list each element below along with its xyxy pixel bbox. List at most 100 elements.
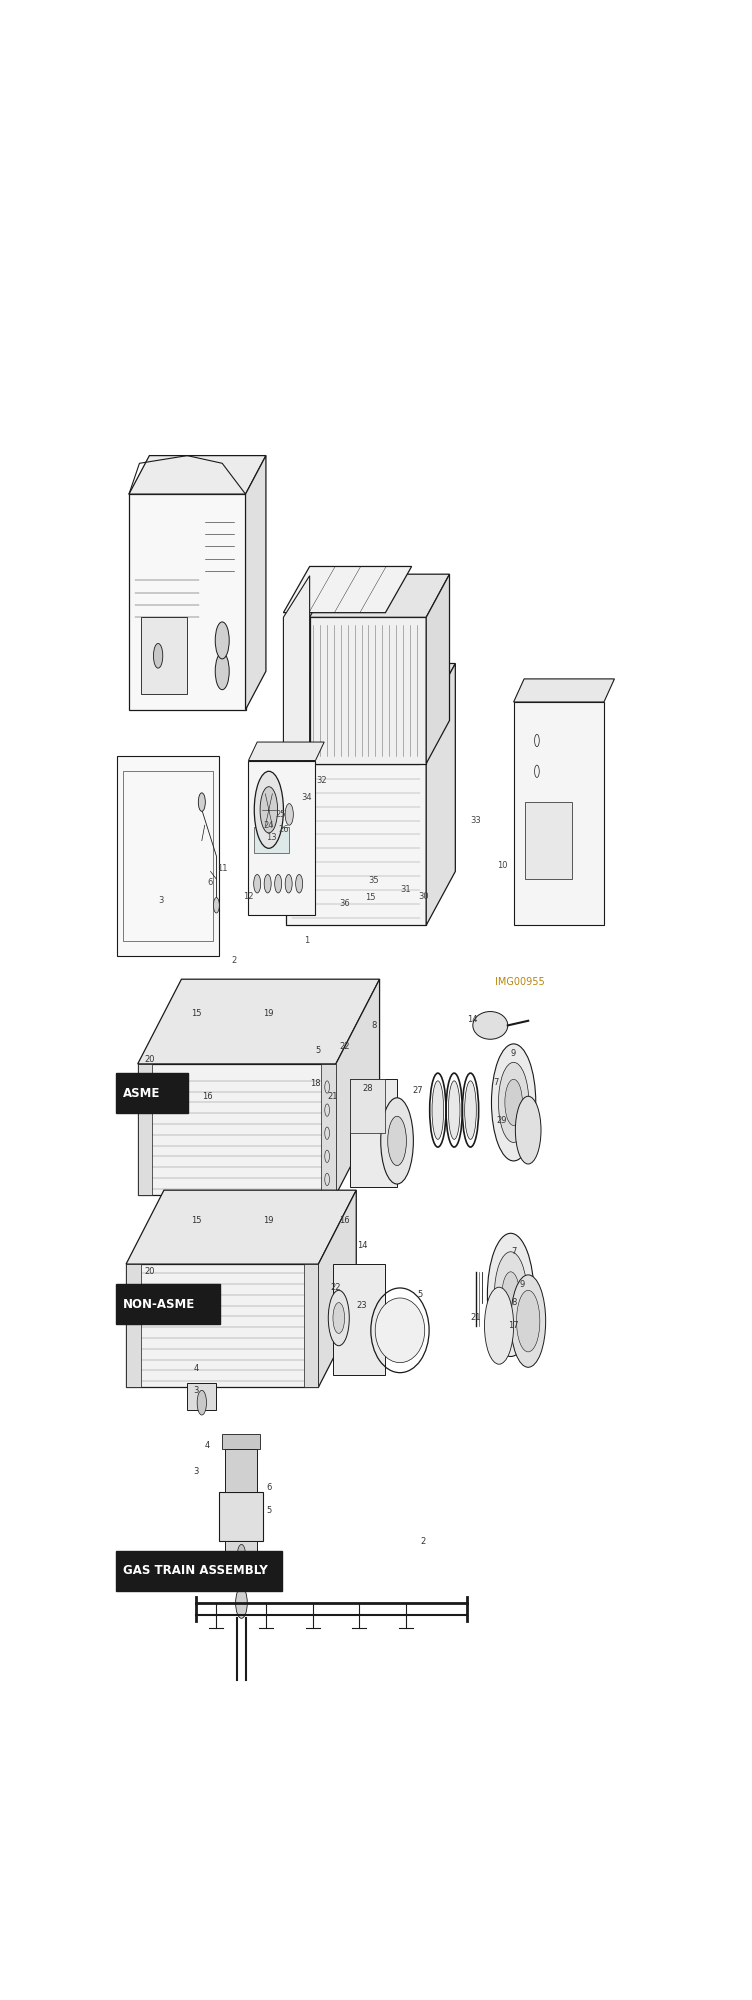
- FancyBboxPatch shape: [116, 1550, 282, 1590]
- Text: 32: 32: [316, 776, 326, 786]
- Text: 5: 5: [316, 1046, 321, 1054]
- Polygon shape: [514, 678, 614, 702]
- Text: 10: 10: [497, 860, 507, 870]
- Polygon shape: [321, 1064, 336, 1194]
- Circle shape: [499, 1062, 529, 1142]
- Ellipse shape: [448, 1080, 460, 1140]
- Text: 8: 8: [371, 1020, 377, 1030]
- Circle shape: [256, 804, 264, 826]
- Text: 16: 16: [202, 1092, 213, 1100]
- Text: 11: 11: [217, 864, 227, 872]
- Polygon shape: [284, 566, 411, 612]
- Polygon shape: [129, 456, 266, 494]
- Circle shape: [271, 804, 279, 826]
- Polygon shape: [318, 1190, 356, 1388]
- Polygon shape: [220, 1492, 263, 1542]
- Circle shape: [285, 804, 293, 826]
- Polygon shape: [248, 760, 316, 914]
- Text: 28: 28: [362, 1084, 373, 1094]
- Polygon shape: [333, 1264, 386, 1374]
- Circle shape: [511, 1274, 546, 1368]
- Circle shape: [388, 1116, 406, 1166]
- Circle shape: [238, 1544, 245, 1566]
- Polygon shape: [248, 742, 324, 760]
- Text: 24: 24: [264, 820, 274, 830]
- Ellipse shape: [465, 1080, 476, 1140]
- Text: 20: 20: [144, 1054, 155, 1064]
- Text: 23: 23: [356, 1302, 368, 1310]
- Text: 7: 7: [493, 1078, 499, 1086]
- Text: 9: 9: [520, 1280, 525, 1288]
- Polygon shape: [254, 826, 290, 852]
- Ellipse shape: [473, 1012, 508, 1040]
- Polygon shape: [525, 802, 572, 880]
- Text: 20: 20: [144, 1268, 155, 1276]
- Text: 3: 3: [193, 1468, 199, 1476]
- Polygon shape: [304, 1264, 318, 1388]
- Polygon shape: [129, 494, 245, 710]
- Polygon shape: [126, 1190, 356, 1264]
- Text: 13: 13: [266, 834, 277, 842]
- Polygon shape: [514, 702, 604, 926]
- Text: 6: 6: [266, 1482, 271, 1492]
- Circle shape: [494, 1252, 527, 1338]
- Text: 9: 9: [511, 1048, 516, 1058]
- Circle shape: [515, 1096, 541, 1164]
- Circle shape: [197, 1390, 207, 1416]
- Polygon shape: [117, 756, 220, 956]
- Text: 3: 3: [193, 1386, 199, 1394]
- Circle shape: [264, 874, 271, 892]
- Circle shape: [214, 898, 220, 912]
- Polygon shape: [225, 1448, 257, 1492]
- Text: 3: 3: [159, 896, 164, 906]
- Text: 15: 15: [191, 1216, 202, 1226]
- Polygon shape: [225, 1542, 257, 1570]
- Circle shape: [502, 1272, 520, 1318]
- Polygon shape: [138, 980, 380, 1064]
- Polygon shape: [126, 1264, 318, 1388]
- Text: GAS TRAIN ASSEMBLY: GAS TRAIN ASSEMBLY: [123, 1564, 268, 1578]
- Polygon shape: [138, 1064, 336, 1194]
- Text: 33: 33: [470, 816, 481, 826]
- Text: 1: 1: [304, 936, 309, 946]
- Circle shape: [329, 1290, 349, 1346]
- Circle shape: [215, 652, 229, 690]
- Text: 22: 22: [339, 1042, 350, 1052]
- Ellipse shape: [375, 1298, 425, 1362]
- Circle shape: [274, 874, 282, 892]
- Circle shape: [254, 772, 284, 848]
- Text: 19: 19: [264, 1216, 274, 1226]
- Circle shape: [235, 1588, 247, 1618]
- Circle shape: [333, 1302, 344, 1334]
- Circle shape: [381, 1098, 414, 1184]
- Text: ASME: ASME: [123, 1086, 160, 1100]
- Circle shape: [285, 874, 293, 892]
- Circle shape: [487, 1234, 534, 1356]
- Polygon shape: [350, 1080, 386, 1134]
- Text: 36: 36: [339, 900, 350, 908]
- Circle shape: [484, 1288, 514, 1364]
- Polygon shape: [231, 1570, 251, 1588]
- Text: 21: 21: [328, 1092, 338, 1100]
- Text: 30: 30: [418, 892, 429, 900]
- Circle shape: [215, 622, 229, 658]
- Text: 31: 31: [401, 886, 411, 894]
- Text: 27: 27: [412, 1086, 423, 1094]
- Polygon shape: [187, 1382, 217, 1410]
- Text: 29: 29: [497, 1116, 507, 1126]
- Text: 12: 12: [243, 892, 253, 900]
- Text: 5: 5: [266, 1506, 271, 1516]
- Circle shape: [253, 874, 261, 892]
- Ellipse shape: [432, 1080, 444, 1140]
- Text: 6: 6: [208, 878, 214, 886]
- Polygon shape: [426, 574, 450, 764]
- Polygon shape: [350, 1080, 397, 1188]
- Polygon shape: [126, 1264, 141, 1388]
- Text: 2: 2: [420, 1536, 426, 1546]
- Text: 8: 8: [511, 1298, 517, 1308]
- Polygon shape: [287, 664, 456, 718]
- Text: 22: 22: [331, 1282, 341, 1292]
- Text: 17: 17: [508, 1322, 519, 1330]
- Text: NON-ASME: NON-ASME: [123, 1298, 196, 1310]
- Text: 19: 19: [264, 1008, 274, 1018]
